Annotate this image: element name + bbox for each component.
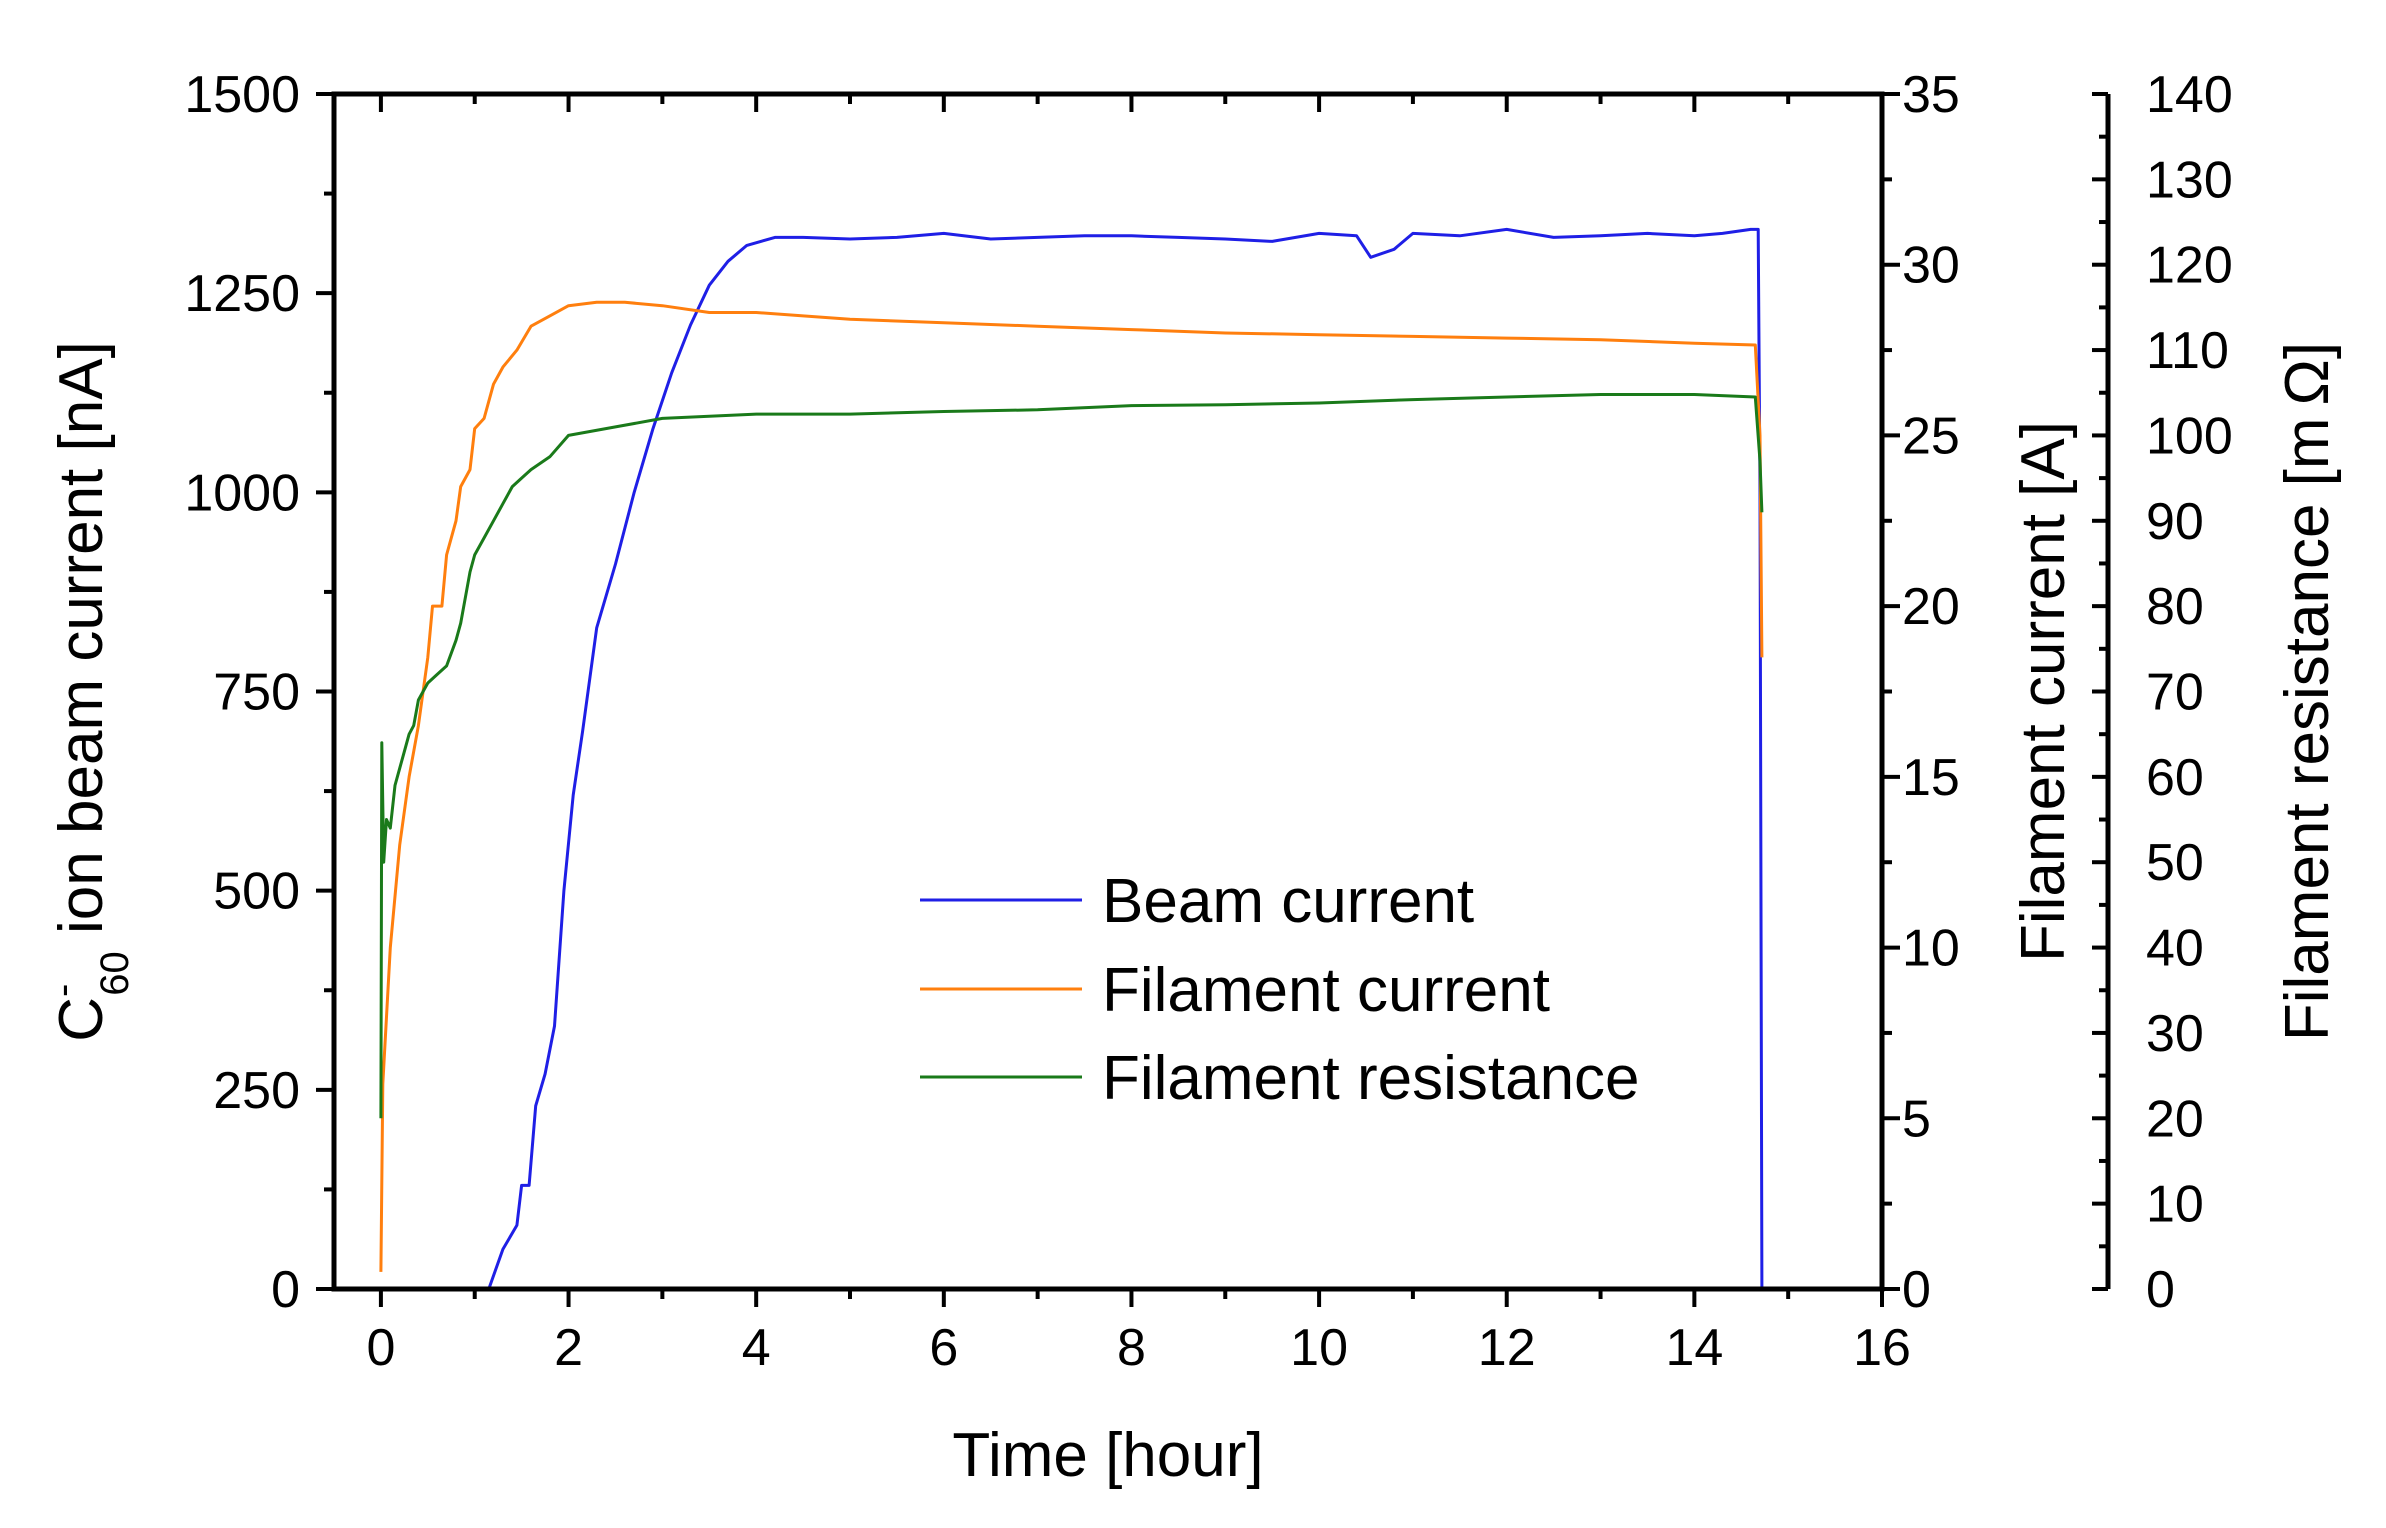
left-tick-label: 750 bbox=[213, 664, 300, 722]
left-axis-title: C- 60 ion beam current [nA] bbox=[41, 341, 137, 1042]
right1-tick-label: 10 bbox=[1902, 920, 1960, 978]
left-axis-title-main: C bbox=[47, 997, 116, 1042]
left-axis-title-rest: ion beam current [nA] bbox=[47, 341, 116, 951]
axes-layer bbox=[316, 91, 2111, 1307]
right2-tick-label: 80 bbox=[2146, 578, 2204, 636]
right1-tick-label: 25 bbox=[1902, 407, 1960, 465]
left-tick-label: 1000 bbox=[184, 464, 300, 522]
right2-tick-label: 20 bbox=[2146, 1090, 2204, 1148]
right2-tick-label: 50 bbox=[2146, 834, 2204, 892]
right2-tick-label: 140 bbox=[2146, 66, 2233, 124]
x-tick-label: 10 bbox=[1290, 1319, 1348, 1377]
right2-tick-label: 70 bbox=[2146, 664, 2204, 722]
right1-tick-label: 5 bbox=[1902, 1090, 1931, 1148]
series-layer bbox=[379, 227, 1764, 1290]
left-tick-label: 1250 bbox=[184, 265, 300, 323]
right2-axis-title-omega: Ω bbox=[2273, 359, 2342, 405]
x-tick-label: 16 bbox=[1853, 1319, 1911, 1377]
right2-tick-label: 120 bbox=[2146, 237, 2233, 295]
right2-tick-label: 100 bbox=[2146, 407, 2233, 465]
left-tick-label: 250 bbox=[213, 1062, 300, 1120]
right2-tick-label: 110 bbox=[2146, 322, 2229, 380]
right1-axis-title: Filament current [A] bbox=[2009, 421, 2078, 962]
right2-tick-label: 30 bbox=[2146, 1005, 2204, 1063]
x-tick-label: 8 bbox=[1117, 1319, 1146, 1377]
left-axis-title-sub: 60 bbox=[93, 951, 137, 996]
right2-tick-label: 40 bbox=[2146, 920, 2204, 978]
x-axis-title: Time [hour] bbox=[952, 1421, 1263, 1490]
right1-tick-label: 15 bbox=[1902, 749, 1960, 807]
series-line-2 bbox=[379, 393, 1764, 1119]
x-tick-label: 12 bbox=[1478, 1319, 1536, 1377]
x-tick-label: 6 bbox=[929, 1319, 958, 1377]
right2-axis-title-main: Filament resistance [m bbox=[2273, 417, 2342, 1041]
right1-tick-label: 35 bbox=[1902, 66, 1960, 124]
x-tick-label: 2 bbox=[554, 1319, 583, 1377]
legend-label-1: Filament current bbox=[1102, 956, 1550, 1025]
left-tick-label: 0 bbox=[271, 1261, 300, 1319]
x-tick-label: 0 bbox=[366, 1319, 395, 1377]
series-line-1 bbox=[379, 300, 1764, 1272]
right2-tick-label: 130 bbox=[2146, 151, 2233, 209]
legend: Beam current Filament current Filament res… bbox=[920, 867, 1640, 1113]
legend-label-0: Beam current bbox=[1102, 867, 1474, 936]
right1-tick-label: 30 bbox=[1902, 237, 1960, 295]
right2-tick-label: 90 bbox=[2146, 493, 2204, 551]
left-axis-title-sup: - bbox=[41, 984, 85, 997]
right2-tick-label: 60 bbox=[2146, 749, 2204, 807]
x-tick-label: 4 bbox=[742, 1319, 771, 1377]
right1-tick-label: 0 bbox=[1902, 1261, 1931, 1319]
right2-axis-title-end: ] bbox=[2273, 342, 2342, 359]
series-line-0 bbox=[487, 227, 1764, 1290]
left-tick-label: 500 bbox=[213, 863, 300, 921]
x-tick-label: 14 bbox=[1665, 1319, 1723, 1377]
right1-tick-label: 20 bbox=[1902, 578, 1960, 636]
left-tick-label: 1500 bbox=[184, 66, 300, 124]
legend-label-2: Filament resistance bbox=[1102, 1044, 1640, 1113]
right2-axis-title: Filament resistance [m Ω] bbox=[2273, 342, 2342, 1041]
right2-tick-label: 0 bbox=[2146, 1261, 2175, 1319]
right2-tick-label: 10 bbox=[2146, 1176, 2204, 1234]
